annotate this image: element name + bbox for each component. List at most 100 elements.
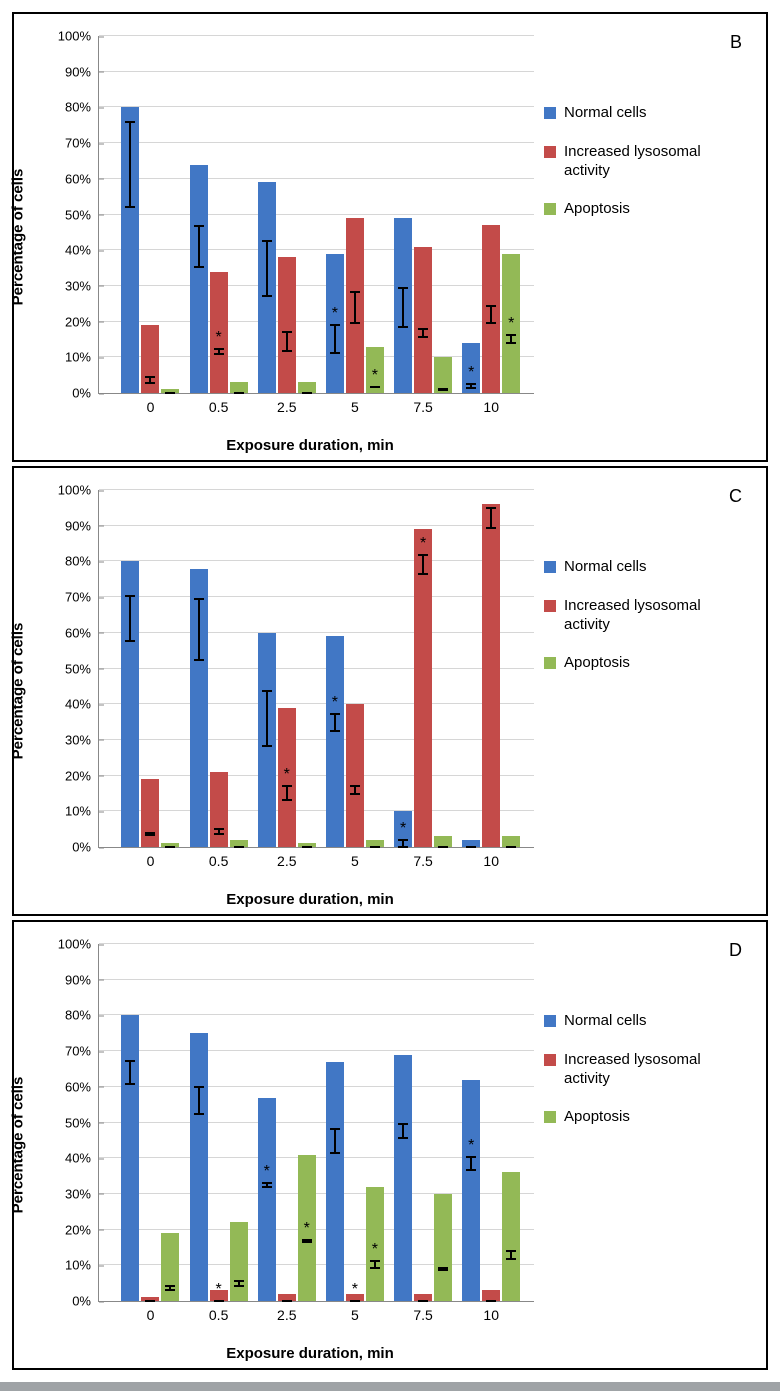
legend-item: Increased lysosomal activity (544, 1051, 756, 1089)
error-cap (214, 353, 224, 355)
legend-label: Apoptosis (564, 654, 630, 673)
error-cap (466, 1156, 476, 1158)
legend-item: Normal cells (544, 558, 756, 577)
panel-letter: B (730, 32, 742, 53)
significance-marker: * (352, 1281, 358, 1299)
bar-group: * (190, 36, 248, 393)
error-bar (266, 241, 268, 296)
x-axis-label: Exposure duration, min (226, 891, 394, 908)
significance-marker: * (468, 1137, 474, 1155)
y-axis-label: Percentage of cells (10, 1077, 27, 1214)
bar-lysosomal (482, 1290, 500, 1301)
bar-apoptosis: * (298, 1155, 316, 1301)
y-tick-label: 50% (65, 1115, 99, 1130)
x-tick-label: 2.5 (277, 1301, 296, 1323)
error-cap (330, 324, 340, 326)
bar-lysosomal (482, 504, 500, 847)
bar-apoptosis (502, 1172, 520, 1301)
error-cap (194, 598, 204, 600)
error-bar (402, 1124, 404, 1139)
y-tick-label: 80% (65, 554, 99, 569)
error-bar (490, 306, 492, 323)
legend-label: Normal cells (564, 104, 647, 123)
error-cap (330, 713, 340, 715)
panel-body: Percentage of cellsExposure duration, mi… (24, 932, 756, 1358)
error-cap (350, 291, 360, 293)
x-tick-label: 5 (351, 1301, 359, 1323)
legend-swatch (544, 561, 556, 573)
bar-apoptosis (230, 1222, 248, 1301)
significance-marker: * (372, 1241, 378, 1259)
plot-inner: 0%10%20%30%40%50%60%70%80%90%100%0*0.5**… (98, 944, 534, 1302)
error-bar (422, 555, 424, 574)
bar-lysosomal (141, 325, 159, 393)
x-tick-label: 10 (483, 847, 499, 869)
bar-group: * (190, 944, 248, 1301)
error-cap (418, 336, 428, 338)
legend-item: Apoptosis (544, 654, 756, 673)
plot-area: 0%10%20%30%40%50%60%70%80%90%100%00.5*2.… (98, 490, 534, 848)
bar-normal: * (462, 1080, 480, 1301)
error-cap (398, 326, 408, 328)
bar-apoptosis: * (502, 254, 520, 393)
bar-lysosomal: * (414, 529, 432, 847)
error-cap (330, 1128, 340, 1130)
bar-group (121, 490, 179, 847)
legend-swatch (544, 146, 556, 158)
error-cap (194, 659, 204, 661)
bar-apoptosis: * (366, 347, 384, 393)
error-bar (286, 786, 288, 800)
error-bar (402, 288, 404, 326)
x-tick-label: 0 (147, 393, 155, 415)
legend-label: Normal cells (564, 558, 647, 577)
bar-normal (121, 107, 139, 393)
legend: Normal cells Increased lysosomal activity… (544, 24, 756, 450)
bar-lysosomal (346, 218, 364, 393)
error-cap (506, 342, 516, 344)
error-bar (354, 292, 356, 323)
bar-lysosomal (141, 779, 159, 847)
error-cap (194, 225, 204, 227)
bar-apoptosis (230, 382, 248, 393)
y-tick-label: 60% (65, 171, 99, 186)
error-cap (466, 846, 476, 848)
error-bar (334, 1129, 336, 1153)
y-tick-label: 70% (65, 1044, 99, 1059)
bar-normal: * (258, 1098, 276, 1301)
error-cap (165, 1285, 175, 1287)
legend: Normal cellsIncreased lysosomal activity… (544, 478, 756, 904)
y-tick-label: 40% (65, 243, 99, 258)
significance-marker: * (216, 329, 222, 347)
error-cap (145, 382, 155, 384)
error-cap (282, 799, 292, 801)
bar-group: ** (326, 944, 384, 1301)
y-axis-label: Percentage of cells (10, 623, 27, 760)
bar-apoptosis (434, 1194, 452, 1301)
bar-group (462, 490, 520, 847)
x-axis-label: Exposure duration, min (226, 1345, 394, 1362)
error-cap (398, 846, 408, 848)
error-bar (129, 122, 131, 208)
x-tick-label: 7.5 (413, 847, 432, 869)
bar-group: * (258, 490, 316, 847)
legend-swatch (544, 107, 556, 119)
bar-normal: * (462, 343, 480, 393)
y-tick-label: 0% (72, 1294, 99, 1309)
y-tick-label: 70% (65, 136, 99, 151)
legend-item: Increased lysosomal activity (544, 143, 756, 181)
x-tick-label: 2.5 (277, 393, 296, 415)
error-cap (418, 328, 428, 330)
error-cap (125, 1083, 135, 1085)
significance-marker: * (508, 315, 514, 333)
error-cap (302, 392, 312, 394)
legend: Normal cellsIncreased lysosomal activity… (544, 932, 756, 1358)
bar-group: ** (326, 36, 384, 393)
bar-apoptosis (161, 1233, 179, 1301)
significance-marker: * (332, 305, 338, 323)
y-tick-label: 90% (65, 518, 99, 533)
error-cap (330, 1152, 340, 1154)
error-cap (438, 1269, 448, 1271)
error-cap (438, 846, 448, 848)
y-tick-label: 50% (65, 661, 99, 676)
chart-panel-C: CPercentage of cellsExposure duration, m… (12, 466, 768, 916)
